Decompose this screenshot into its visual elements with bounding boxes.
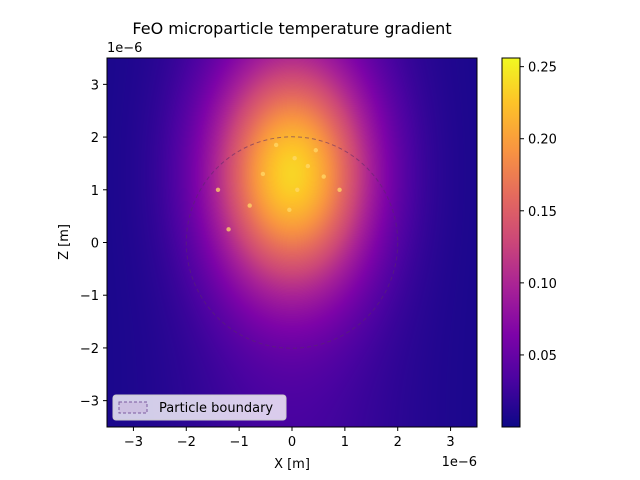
y-tick-label: −2	[80, 342, 99, 357]
hotspot-sparkle	[260, 171, 266, 177]
hotspot-sparkle	[247, 203, 252, 208]
colorbar-tick-label: 0.25	[528, 61, 557, 76]
y-axis-ticks: −3 −2 −1 0 1 2 3	[80, 78, 107, 410]
colorbar-ticks: 0.05 0.10 0.15 0.20 0.25	[520, 61, 557, 364]
y-tick-label: 0	[91, 237, 99, 252]
legend-swatch	[118, 401, 148, 414]
x-tick-label: 2	[394, 435, 402, 450]
hotspot-sparkle	[292, 155, 297, 161]
colorbar-tick-label: 0.10	[528, 277, 557, 292]
hotspot-sparkle	[226, 227, 231, 232]
chart-title: FeO microparticle temperature gradient	[132, 19, 451, 38]
hotspot-sparkle	[305, 163, 311, 169]
legend-label: Particle boundary	[159, 401, 273, 416]
x-offset-label: 1e−6	[442, 455, 477, 470]
y-tick-label: 3	[91, 78, 99, 93]
legend-box	[112, 394, 287, 421]
y-tick-label: 2	[91, 131, 99, 146]
x-tick-label: 1	[341, 435, 349, 450]
x-axis-ticks: −3 −2 −1 0 1 2 3	[124, 427, 455, 450]
x-tick-label: 0	[288, 435, 296, 450]
hotspot-sparkle	[321, 174, 326, 179]
x-tick-label: −2	[177, 435, 196, 450]
hotspot-sparkle	[295, 187, 300, 192]
y-tick-label: −3	[80, 395, 99, 410]
colorbar-tick-label: 0.15	[528, 205, 557, 220]
y-tick-label: 1	[91, 184, 99, 199]
x-tick-label: −3	[124, 435, 143, 450]
legend: Particle boundary	[112, 394, 287, 421]
colorbar	[501, 57, 521, 428]
hotspot-sparkle	[313, 148, 318, 153]
hotspot-sparkle	[273, 142, 279, 148]
x-tick-label: 3	[446, 435, 454, 450]
x-axis-label: X [m]	[274, 457, 310, 472]
hotspot-sparkles	[215, 142, 342, 232]
x-tick-label: −1	[230, 435, 249, 450]
heatmap-image	[107, 58, 477, 427]
particle-boundary-circle	[185, 136, 399, 349]
hotspot-sparkle	[337, 187, 342, 192]
hotspot-sparkle	[287, 207, 292, 213]
hotspot-sparkle	[215, 187, 221, 192]
y-offset-label: 1e−6	[107, 41, 142, 56]
y-tick-label: −1	[80, 289, 99, 304]
y-axis-label: Z [m]	[57, 224, 72, 260]
colorbar-tick-label: 0.05	[528, 349, 557, 364]
colorbar-tick-label: 0.20	[528, 133, 557, 148]
